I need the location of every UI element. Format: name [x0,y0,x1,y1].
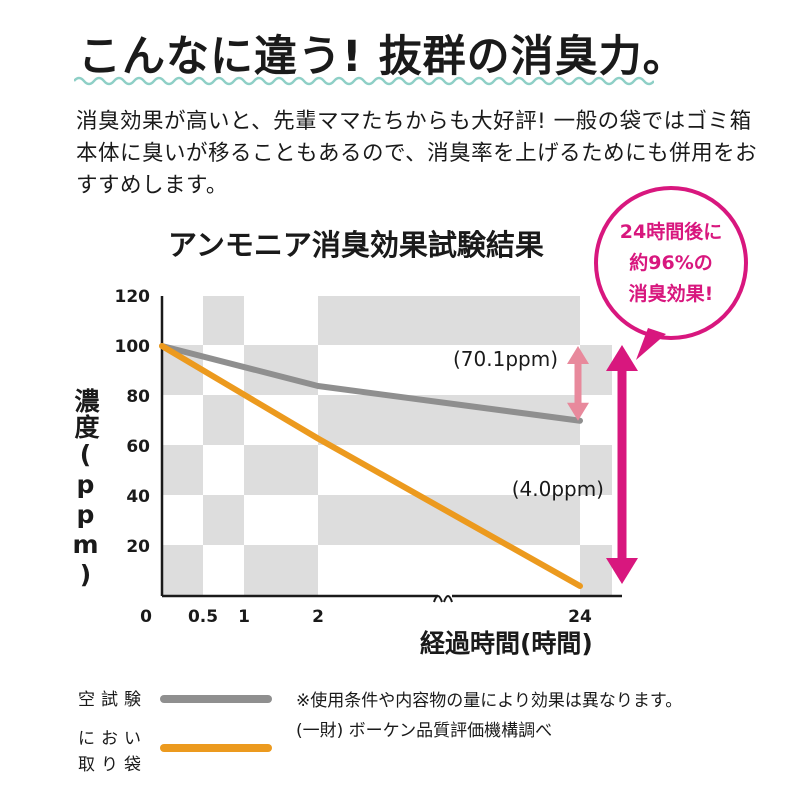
checker-cell [162,545,203,596]
headline: こんなに違う! 抜群の消臭力。 [78,32,687,82]
y-tick-label: 120 [115,287,151,307]
y-tick-label: 60 [126,437,150,457]
series-line-bag [159,343,583,589]
checker-cell [244,545,318,596]
callout-pointer [636,328,666,360]
checker-cell [203,495,244,545]
series-line-blank [159,343,583,424]
checker-cell [203,395,244,445]
diff-arrow-small-head [567,402,589,421]
x-tick-label: 0 [140,607,152,627]
wave-divider [74,76,654,86]
note-line-2: (一財) ボーケン品質評価機構調べ [296,721,553,741]
intro-text: 消臭効果が高いと、先輩ママたちからも大好評! 一般の袋ではゴミ箱本体に臭いが移る… [76,109,758,198]
callout-line-1: 24時間後に [619,220,723,243]
y-tick-label: 40 [126,487,150,507]
x-axis-label: 経過時間(時間) [420,629,593,658]
x-tick-label: 0.5 [188,607,218,627]
checker-cell [203,296,244,345]
y-tick-label: 100 [115,337,151,357]
checker-cell [318,495,580,545]
x-tick-label: 24 [568,607,592,627]
axis-break-mark [433,595,443,603]
legend-line-blank [160,695,272,703]
diff-arrow-large-head [606,345,638,371]
legend-line-bag [160,744,272,752]
legend-label-bag-2: 取り袋 [78,755,147,775]
annotation-blank-value: (70.1ppm) [453,347,558,371]
diff-arrow-large-head [606,558,638,584]
chart-title: アンモニア消臭効果試験結果 [168,228,544,262]
checker-cell [318,296,580,345]
legend-label-bag-1: におい [78,729,147,749]
annotation-bag-value: (4.0ppm) [512,477,604,501]
callout-line-3: 消臭効果! [628,282,714,305]
checker-cell [162,445,203,495]
x-tick-label: 1 [238,607,250,627]
callout-line-2: 約96%の [629,251,713,274]
diff-arrow-small-head [567,346,589,364]
x-tick-label: 2 [312,607,324,627]
y-tick-label: 20 [126,537,150,557]
checker-cell [244,445,318,495]
axis-break-mark [443,595,453,603]
legend-label-blank: 空試験 [78,690,147,710]
note-line-1: ※使用条件や内容物の量により効果は異なります。 [296,691,683,711]
checker-cell [580,445,612,495]
y-tick-label: 80 [126,387,150,407]
checker-cell [580,545,612,596]
y-axis-label: 濃度(ppm) [71,388,100,590]
callout-bubble: 24時間後に 約96%の 消臭効果! [594,186,748,340]
